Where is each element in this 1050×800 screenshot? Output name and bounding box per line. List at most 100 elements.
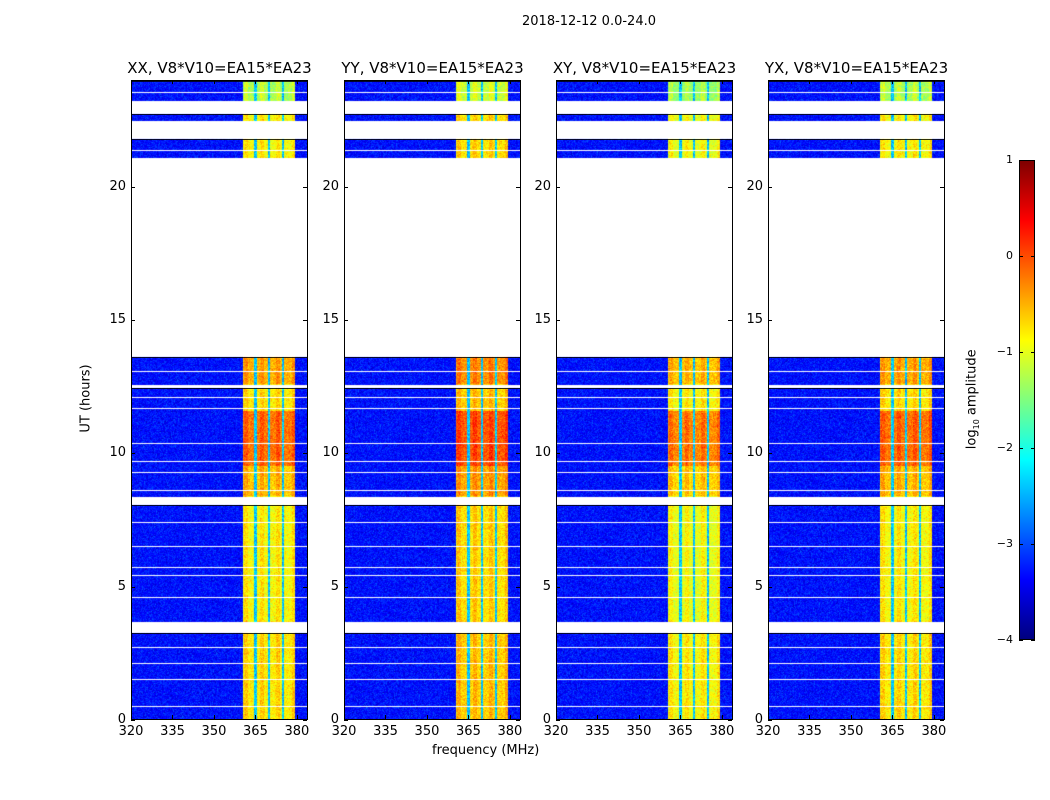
waterfall-panel (556, 80, 733, 720)
y-tick (303, 186, 307, 188)
segment-edge (132, 114, 307, 116)
x-axis-label: frequency (MHz) (432, 743, 540, 758)
y-tick-label: 10 (109, 445, 126, 461)
x-tick-label: 365 (668, 724, 693, 739)
colorbar (1019, 160, 1035, 640)
x-tick (131, 715, 132, 719)
y-tick (516, 186, 520, 188)
y-tick-label: 20 (534, 178, 551, 194)
y-tick (940, 720, 944, 721)
y-tick (556, 453, 560, 455)
x-tick-label: 350 (838, 724, 864, 739)
x-tick-label: 365 (880, 724, 905, 739)
data-segment (345, 504, 520, 622)
y-tick-label: 10 (322, 445, 339, 461)
y-tick-label: 20 (109, 178, 126, 194)
data-segment (769, 114, 944, 121)
data-segment (557, 388, 732, 497)
x-tick-label: 320 (118, 724, 144, 739)
data-segment (132, 632, 307, 719)
colorbar-tick (1019, 352, 1023, 353)
data-segment (132, 114, 307, 121)
y-tick (728, 186, 732, 188)
segment-edge (769, 81, 944, 82)
y-tick (344, 453, 348, 455)
x-tick-label: 380 (921, 724, 947, 739)
y-tick-label: 5 (330, 578, 339, 594)
y-tick (940, 186, 944, 188)
data-segment (769, 139, 944, 158)
data-segment (345, 632, 520, 719)
colorbar-tick (1031, 640, 1035, 641)
y-tick-label: 15 (109, 312, 126, 327)
panel-title: XX, V8*V10=EA15*EA23 (127, 59, 312, 77)
y-tick (344, 720, 348, 721)
segment-edge (345, 632, 520, 634)
waterfall-panel (344, 80, 521, 720)
x-tick (556, 715, 557, 719)
x-tick (213, 80, 215, 84)
data-segment (557, 81, 732, 101)
y-tick (303, 453, 307, 455)
segment-edge (769, 357, 944, 359)
x-tick (468, 80, 470, 84)
segment-edge (345, 81, 520, 82)
x-tick (296, 80, 298, 84)
x-tick (344, 715, 345, 719)
x-tick (933, 715, 935, 719)
segment-edge (345, 357, 520, 359)
y-tick (516, 453, 520, 455)
x-tick-label: 335 (160, 724, 185, 739)
y-tick (728, 453, 732, 455)
data-segment (132, 139, 307, 158)
colorbar-tick-label: −3 (996, 537, 1013, 550)
y-tick (940, 453, 944, 455)
data-segment (345, 114, 520, 121)
colorbar-tick (1031, 256, 1035, 257)
y-tick (516, 720, 520, 721)
waterfall-panel (768, 80, 945, 720)
x-tick (255, 80, 257, 84)
x-tick-label: 335 (585, 724, 610, 739)
x-tick (385, 715, 387, 719)
y-tick-label: 15 (534, 312, 551, 327)
y-tick (344, 586, 348, 588)
x-tick (680, 80, 682, 84)
y-tick (556, 186, 560, 188)
y-tick (556, 320, 560, 321)
x-tick (426, 80, 428, 84)
data-segment (769, 632, 944, 719)
y-tick-label: 0 (117, 712, 126, 727)
segment-edge (132, 388, 307, 390)
x-tick (892, 80, 894, 84)
panel-title: YY, V8*V10=EA15*EA23 (341, 59, 524, 77)
data-segment (345, 139, 520, 158)
data-segment (557, 139, 732, 158)
panel-title: YX, V8*V10=EA15*EA23 (764, 59, 949, 77)
panel-title: XY, V8*V10=EA15*EA23 (552, 59, 737, 77)
y-tick (516, 586, 520, 588)
figure-suptitle: 2018-12-12 0.0-24.0 (522, 14, 656, 29)
segment-edge (132, 504, 307, 506)
x-tick (556, 80, 557, 84)
segment-edge (132, 81, 307, 82)
y-tick (131, 453, 135, 455)
x-tick (426, 715, 428, 719)
data-segment (769, 388, 944, 497)
y-axis-label: UT (hours) (78, 364, 94, 433)
x-tick-label: 320 (331, 724, 357, 739)
x-tick (638, 715, 640, 719)
x-tick-label: 350 (626, 724, 652, 739)
x-tick (721, 80, 723, 84)
colorbar-label-sub: 10 (972, 419, 982, 430)
colorbar-tick (1019, 640, 1023, 641)
colorbar-tick (1019, 544, 1023, 545)
segment-edge (769, 114, 944, 116)
x-tick (850, 715, 852, 719)
segment-edge (345, 504, 520, 506)
y-tick (131, 186, 135, 188)
segment-edge (769, 139, 944, 141)
y-tick-label: 0 (754, 712, 763, 727)
x-tick (809, 715, 811, 719)
